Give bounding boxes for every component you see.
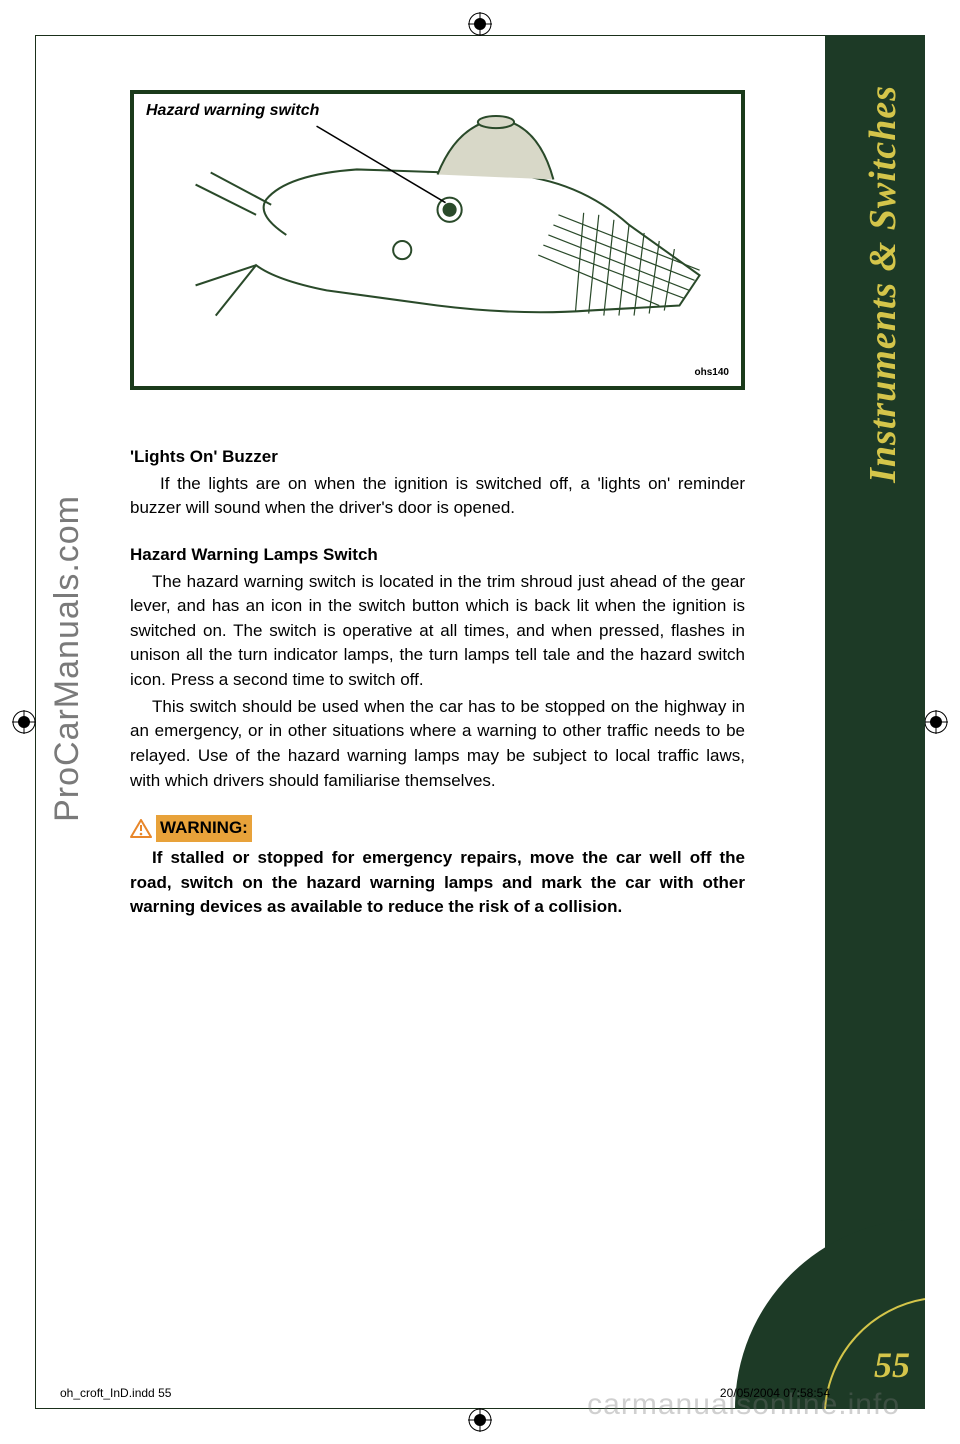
heading-lights-on-buzzer: 'Lights On' Buzzer <box>130 445 745 470</box>
registration-mark-icon <box>468 1408 492 1432</box>
para-hazard-1: The hazard warning switch is located in … <box>130 570 745 693</box>
para-hazard-2: This switch should be used when the car … <box>130 695 745 794</box>
warning-triangle-icon <box>130 819 152 838</box>
main-content: Hazard warning switch <box>130 90 745 920</box>
warning-row: WARNING: <box>130 815 745 842</box>
para-lights-on: If the lights are on when the ignition i… <box>130 472 745 521</box>
figure-reference: ohs140 <box>695 367 729 378</box>
figure-box: Hazard warning switch <box>130 90 745 390</box>
registration-mark-icon <box>12 710 36 734</box>
page-number: 55 <box>874 1344 910 1386</box>
warning-label: WARNING: <box>156 815 252 842</box>
hazard-switch-illustration <box>154 114 721 366</box>
footer-filename: oh_croft_InD.indd 55 <box>60 1386 171 1400</box>
watermark-side: ProCarManuals.com <box>48 495 87 822</box>
sidebar-title: Instruments & Switches <box>861 85 905 483</box>
sidebar: Instruments & Switches <box>825 35 925 1409</box>
registration-mark-icon <box>924 710 948 734</box>
body-text: 'Lights On' Buzzer If the lights are on … <box>130 445 745 920</box>
heading-hazard-lamps: Hazard Warning Lamps Switch <box>130 543 745 568</box>
registration-mark-icon <box>468 12 492 36</box>
warning-text: If stalled or stopped for emergency repa… <box>130 846 745 920</box>
watermark-bottom: carmanualsonline.info <box>587 1388 900 1422</box>
